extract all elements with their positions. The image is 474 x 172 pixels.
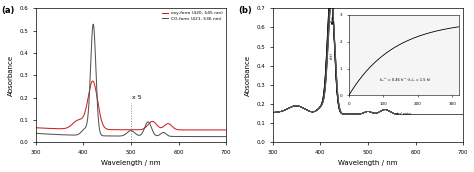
Text: (b): (b)	[238, 6, 252, 14]
Legend: oxy-form (420, 545 nm), CO-form (421, 536 nm): oxy-form (420, 545 nm), CO-form (421, 53…	[162, 10, 224, 22]
Text: (a): (a)	[1, 6, 15, 14]
Text: x 5: x 5	[132, 95, 142, 100]
Y-axis label: Absorbance: Absorbance	[245, 55, 251, 96]
X-axis label: Wavelength / nm: Wavelength / nm	[101, 160, 161, 166]
Y-axis label: Absorbance: Absorbance	[8, 55, 14, 96]
X-axis label: Wavelength / nm: Wavelength / nm	[338, 160, 398, 166]
